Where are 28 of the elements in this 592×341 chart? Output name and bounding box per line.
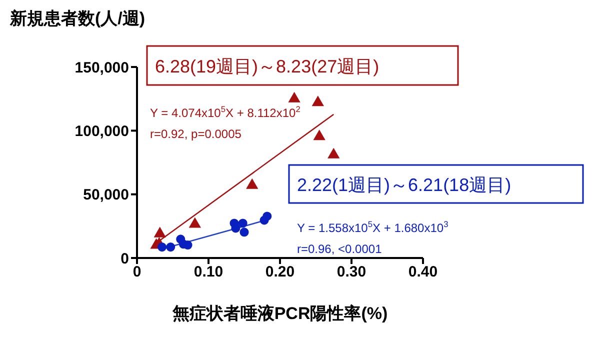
point [166, 242, 176, 252]
point [231, 224, 240, 233]
point [246, 178, 258, 189]
x-tick-label: 0.40 [408, 264, 438, 281]
x-tick-label: 0.30 [336, 264, 366, 281]
point [158, 242, 167, 252]
x-tick-label: 0.10 [194, 264, 224, 281]
point [262, 212, 272, 221]
x-tick-label: 0 [132, 264, 142, 281]
point [240, 228, 249, 237]
point [288, 92, 300, 102]
annotation: Y = 4.074x10$^{5}$X + 8.112x10$^{2}$ [150, 104, 301, 120]
point [328, 148, 340, 158]
y-tick-label: 50,000 [83, 186, 129, 204]
point [312, 96, 324, 106]
text: 6.28(19週目)～8.23(27週目) [155, 56, 380, 76]
point [238, 218, 248, 228]
annotation: Y = 1.558x10$^{5}$X + 1.680x10$^{3}$ [297, 219, 449, 235]
series-label: 2.22(1週目)～6.21(18週目) [297, 175, 512, 195]
y-tick-label: 0 [120, 250, 129, 268]
annotation: r=0.92, p=0.0005 [150, 127, 242, 141]
annotation: r=0.96, <0.0001 [297, 242, 382, 256]
x-axis-title: 無症状者唾液PCR陽性率(%) [171, 304, 388, 323]
point [313, 130, 326, 140]
y-tick-label: 100,000 [74, 122, 129, 140]
y-tick-label: 150,000 [74, 59, 129, 76]
y-axis-title: 新規患者数(人/週) [9, 9, 146, 28]
x-tick-label: 0.20 [265, 264, 295, 281]
